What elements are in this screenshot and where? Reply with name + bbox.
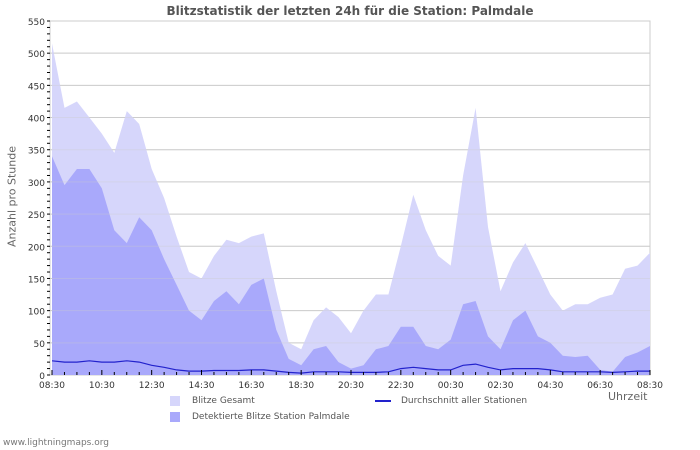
svg-text:14:30: 14:30 bbox=[189, 381, 215, 391]
svg-text:20:30: 20:30 bbox=[338, 381, 364, 391]
svg-text:550: 550 bbox=[28, 18, 45, 28]
y-axis-label: Anzahl pro Stunde bbox=[5, 146, 19, 248]
svg-text:450: 450 bbox=[28, 82, 45, 92]
svg-text:0: 0 bbox=[39, 372, 45, 382]
legend-swatch-detected bbox=[170, 412, 180, 422]
svg-text:12:30: 12:30 bbox=[139, 381, 165, 391]
svg-text:16:30: 16:30 bbox=[238, 381, 264, 391]
svg-text:100: 100 bbox=[28, 308, 45, 318]
svg-text:22:30: 22:30 bbox=[388, 381, 414, 391]
svg-text:10:30: 10:30 bbox=[89, 381, 115, 391]
svg-text:500: 500 bbox=[28, 50, 45, 60]
footer-source: www.lightningmaps.org bbox=[3, 438, 109, 448]
svg-text:06:30: 06:30 bbox=[587, 381, 613, 391]
chart-title: Blitzstatistik der letzten 24h für die S… bbox=[166, 4, 534, 18]
x-axis-label: Uhrzeit bbox=[608, 390, 648, 403]
svg-text:150: 150 bbox=[28, 275, 45, 285]
legend-item-detected: Detektierte Blitze Station Palmdale bbox=[170, 412, 350, 422]
legend-label-total: Blitze Gesamt bbox=[192, 396, 255, 406]
legend-label-average: Durchschnitt aller Stationen bbox=[401, 396, 528, 406]
legend-item-total: Blitze Gesamt bbox=[170, 396, 255, 406]
svg-text:350: 350 bbox=[28, 147, 45, 157]
svg-text:04:30: 04:30 bbox=[537, 381, 563, 391]
svg-text:250: 250 bbox=[28, 211, 45, 221]
svg-text:08:30: 08:30 bbox=[637, 381, 663, 391]
svg-text:200: 200 bbox=[28, 243, 45, 253]
svg-text:300: 300 bbox=[28, 179, 45, 189]
area-detected bbox=[52, 156, 650, 375]
area-total bbox=[52, 43, 650, 375]
svg-text:50: 50 bbox=[34, 340, 46, 350]
svg-text:400: 400 bbox=[28, 115, 45, 125]
svg-text:08:30: 08:30 bbox=[39, 381, 65, 391]
legend-swatch-average bbox=[375, 400, 391, 402]
svg-text:00:30: 00:30 bbox=[438, 381, 464, 391]
legend-swatch-total bbox=[170, 396, 180, 406]
svg-text:18:30: 18:30 bbox=[288, 381, 314, 391]
legend-item-average: Durchschnitt aller Stationen bbox=[375, 396, 527, 406]
legend-label-detected: Detektierte Blitze Station Palmdale bbox=[192, 412, 350, 422]
svg-text:02:30: 02:30 bbox=[488, 381, 514, 391]
